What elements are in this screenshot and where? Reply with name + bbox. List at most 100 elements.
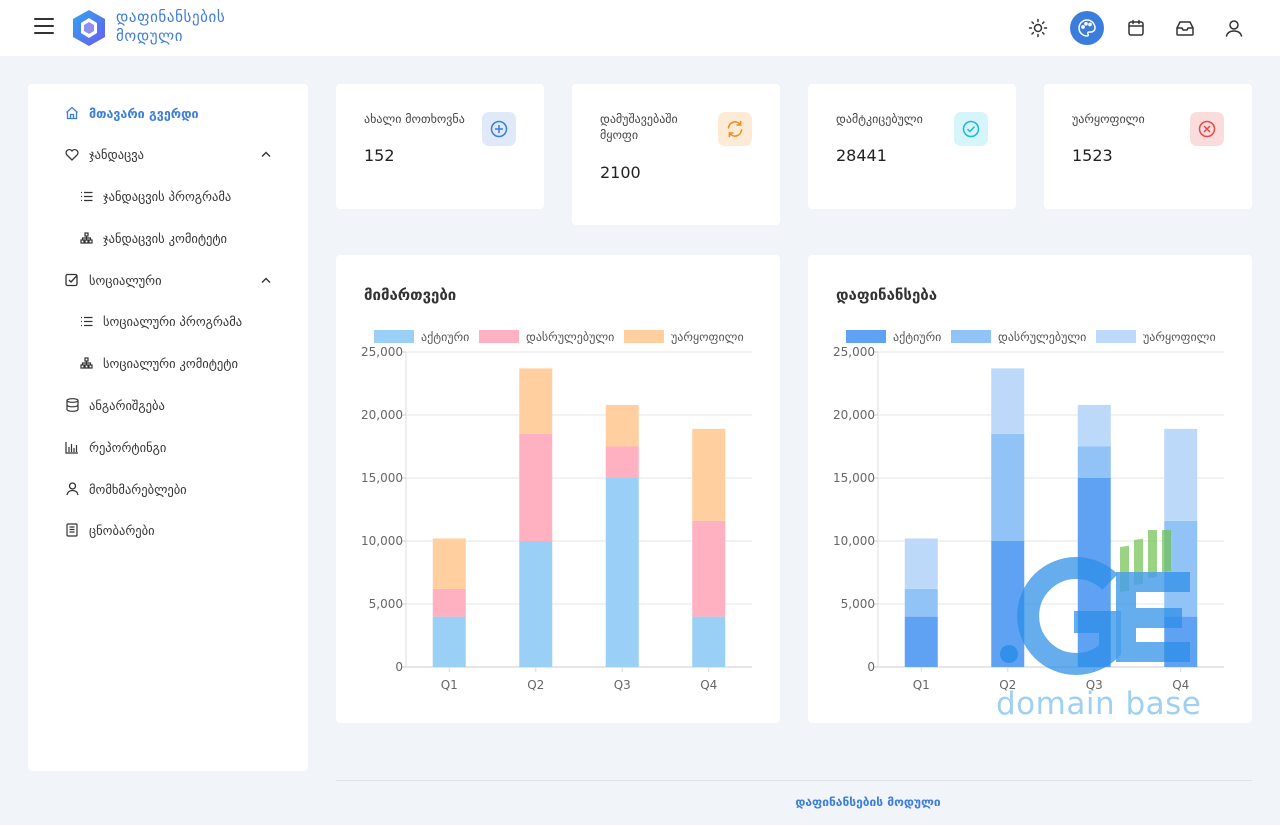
stat-card-in-processing[interactable]: დამუშავებაში მყოფი 2100 xyxy=(572,84,780,225)
bar-segment xyxy=(605,446,639,478)
y-tick-label: 20,000 xyxy=(833,408,875,422)
bar-segment xyxy=(904,588,938,617)
y-tick-label: 25,000 xyxy=(361,345,403,359)
bar-segment xyxy=(991,433,1025,541)
footer: დაფინანსების მოდული xyxy=(336,795,1280,809)
sidebar-item-label: ცნობარები xyxy=(89,522,155,538)
checkbox-icon xyxy=(64,272,80,288)
sidebar-item-label: ჯანდაცვა xyxy=(89,146,145,162)
y-tick-label: 0 xyxy=(867,660,875,674)
stat-badge xyxy=(954,112,988,146)
bar-segment xyxy=(904,616,938,667)
chevron-up-icon[interactable] xyxy=(261,277,271,284)
referrals-bar-chart: აქტიური დასრულებული უარყოფილი 0 5,000 10,000 1… xyxy=(361,330,752,692)
chart-title: დაფინანსება xyxy=(836,286,938,304)
footer-link[interactable]: დაფინანსების მოდული xyxy=(795,795,941,809)
sidebar-item-references[interactable]: ცნობარები xyxy=(64,522,155,538)
x-circle-icon xyxy=(1198,120,1216,138)
bar-segment xyxy=(519,433,553,541)
sidebar-item-home[interactable]: მთავარი გვერდი xyxy=(64,105,199,121)
sidebar-item-accounting[interactable]: ანგარიშგება xyxy=(64,397,165,413)
y-tick-label: 20,000 xyxy=(361,408,403,422)
x-tick-label: Q2 xyxy=(527,678,544,692)
x-tick-label: Q4 xyxy=(700,678,717,692)
bar-segment xyxy=(1164,520,1198,617)
chart-card-funding: დაფინანსება აქტიური დასრულებული უარყოფილი 0… xyxy=(808,255,1252,723)
stat-card-approved[interactable]: დამტკიცებული 28441 xyxy=(808,84,1016,209)
bar-segment xyxy=(605,478,639,667)
legend-label: უარყოფილი xyxy=(1143,330,1216,344)
sitemap-icon xyxy=(78,230,94,246)
bar-segment xyxy=(519,368,553,434)
stat-value: 2100 xyxy=(600,163,641,182)
list-icon xyxy=(78,188,94,204)
heart-icon xyxy=(64,146,80,162)
sidebar-item-social-program[interactable]: სოციალური პროგრამა xyxy=(78,313,242,329)
stat-card-rejected[interactable]: უარყოფილი 1523 xyxy=(1044,84,1252,209)
sidebar-item-healthcare[interactable]: ჯანდაცვა xyxy=(64,146,144,162)
sun-icon[interactable] xyxy=(1021,11,1055,45)
y-tick-label: 10,000 xyxy=(833,534,875,548)
stat-badge xyxy=(1190,112,1224,146)
database-icon xyxy=(64,397,80,413)
x-tick-label: Q4 xyxy=(1172,678,1189,692)
bar-segment xyxy=(519,541,553,667)
sidebar-item-social[interactable]: სოციალური xyxy=(64,272,162,288)
watermark-text: domain base xyxy=(996,686,1202,722)
y-tick-label: 5,000 xyxy=(369,597,403,611)
sidebar-item-label: რეპორტინგი xyxy=(89,439,167,455)
refresh-icon xyxy=(727,120,743,138)
home-icon xyxy=(64,105,80,121)
x-tick-label: Q1 xyxy=(913,678,930,692)
user-icon[interactable] xyxy=(1217,11,1251,45)
y-tick-label: 15,000 xyxy=(361,471,403,485)
sidebar-item-healthcare-committee[interactable]: ჯანდაცვის კომიტეტი xyxy=(78,230,227,246)
legend-swatch xyxy=(1096,330,1136,343)
bar-chart-icon xyxy=(64,439,80,455)
chevron-up-icon[interactable] xyxy=(261,151,271,158)
stat-badge xyxy=(718,112,752,146)
bar-segment xyxy=(1164,616,1198,667)
inbox-icon[interactable] xyxy=(1168,11,1202,45)
bar-segment xyxy=(432,588,466,617)
bar-segment xyxy=(692,428,726,521)
user-icon xyxy=(64,481,80,497)
stat-label: უარყოფილი xyxy=(1072,112,1145,126)
bar-segment xyxy=(605,404,639,447)
sidebar-item-healthcare-program[interactable]: ჯანდაცვის პროგრამა xyxy=(78,188,231,204)
sidebar-item-social-committee[interactable]: სოციალური კომიტეტი xyxy=(78,355,238,371)
menu-icon[interactable] xyxy=(34,18,54,36)
sitemap-icon xyxy=(78,355,94,371)
sidebar-item-label: ჯანდაცვის კომიტეტი xyxy=(103,230,228,246)
legend-label: დასრულებული xyxy=(526,330,614,344)
legend-swatch xyxy=(846,330,886,343)
x-tick-label: Q2 xyxy=(999,678,1016,692)
y-tick-label: 10,000 xyxy=(361,534,403,548)
legend-label: აქტიური xyxy=(421,330,469,344)
legend-swatch xyxy=(624,330,664,343)
calendar-icon[interactable] xyxy=(1119,11,1153,45)
sidebar-item-users[interactable]: მომხმარებლები xyxy=(64,481,187,497)
x-tick-label: Q1 xyxy=(441,678,458,692)
palette-icon[interactable] xyxy=(1070,11,1104,45)
book-icon xyxy=(64,522,80,538)
bar-segment xyxy=(1077,404,1111,447)
sidebar-item-label: სოციალური xyxy=(89,272,162,288)
stat-value: 1523 xyxy=(1072,146,1113,165)
list-icon xyxy=(78,313,94,329)
top-bar: დაფინანსების მოდული xyxy=(0,0,1280,56)
legend-label: აქტიური xyxy=(893,330,941,344)
y-tick-label: 25,000 xyxy=(833,345,875,359)
chart-card-referrals: მიმართვები აქტიური დასრულებული უარყოფილი 0 5… xyxy=(336,255,780,723)
bar-segment xyxy=(1077,446,1111,478)
bar-segment xyxy=(1164,428,1198,521)
stat-label: ახალი მოთხოვნა xyxy=(364,112,465,126)
sidebar: მთავარი გვერდი ჯანდაცვა ჯანდაცვის პროგრა… xyxy=(28,84,308,771)
sidebar-item-label: სოციალური პროგრამა xyxy=(103,313,243,329)
sidebar-item-reporting[interactable]: რეპორტინგი xyxy=(64,439,166,455)
brand-title[interactable]: დაფინანსების მოდული xyxy=(116,8,226,45)
sidebar-item-label: ჯანდაცვის პროგრამა xyxy=(103,188,232,204)
stat-card-new-requests[interactable]: ახალი მოთხოვნა 152 xyxy=(336,84,544,209)
sidebar-item-label: ანგარიშგება xyxy=(89,397,165,413)
stat-value: 152 xyxy=(364,146,395,165)
